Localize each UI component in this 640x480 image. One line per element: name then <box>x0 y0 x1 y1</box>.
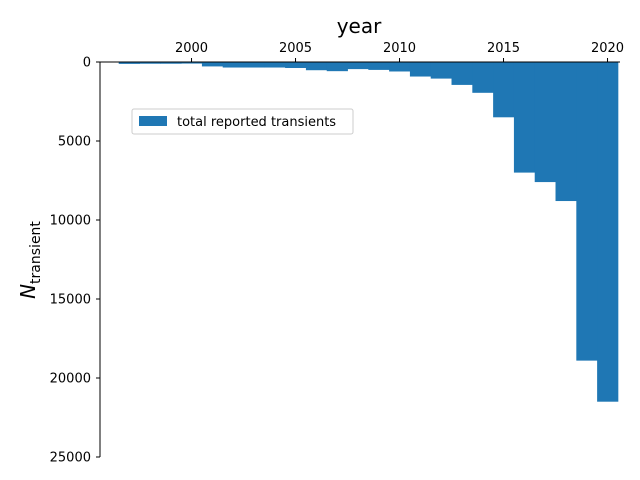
bar-2000 <box>181 62 203 64</box>
y-axis-title-sub: transient <box>28 221 44 284</box>
x-axis-title: year <box>337 14 382 38</box>
y-tick-label-25000: 25000 <box>50 451 91 466</box>
y-axis-title: Ntransient <box>16 221 44 299</box>
bar-2013 <box>451 62 473 85</box>
bar-1999 <box>160 62 182 64</box>
x-axis-ticks: 2000 2005 2010 2015 2020 <box>175 41 624 62</box>
y-tick-label-0: 0 <box>83 56 91 71</box>
bar-2004 <box>264 62 286 68</box>
y-tick-label-10000: 10000 <box>50 214 91 229</box>
bar-2012 <box>430 62 452 79</box>
y-axis-ticks: 0 5000 10000 15000 20000 25000 <box>50 56 100 466</box>
x-tick-label-2005: 2005 <box>279 41 312 56</box>
y-tick-label-5000: 5000 <box>58 135 91 150</box>
bar-2009 <box>368 62 390 70</box>
bar-2015 <box>493 62 515 118</box>
bar-2018 <box>555 62 577 202</box>
bar-2016 <box>513 62 536 173</box>
bar-1998 <box>139 62 161 64</box>
bar-2020 <box>597 62 619 402</box>
x-tick-label-2000: 2000 <box>175 41 208 56</box>
legend: total reported transients <box>131 108 354 135</box>
x-tick-label-2015: 2015 <box>487 41 520 56</box>
bar-2011 <box>409 62 432 77</box>
bar-2017 <box>534 62 556 183</box>
bar-2014 <box>472 62 494 93</box>
bar-1997 <box>118 62 140 64</box>
bar-2001 <box>201 62 224 67</box>
bar-2003 <box>243 62 265 68</box>
bar-2019 <box>576 62 598 361</box>
x-tick-label-2010: 2010 <box>383 41 416 56</box>
y-tick-label-20000: 20000 <box>50 372 91 387</box>
y-tick-label-15000: 15000 <box>50 293 91 308</box>
bar-2005 <box>285 62 307 69</box>
bar-series <box>118 62 619 402</box>
x-tick-label-2020: 2020 <box>591 41 624 56</box>
legend-label: total reported transients <box>177 115 336 130</box>
legend-frame <box>131 108 354 135</box>
bar-2010 <box>389 62 411 72</box>
bar-2007 <box>326 62 348 72</box>
y-axis-title-main: N <box>16 284 40 299</box>
bar-2008 <box>347 62 369 70</box>
bar-2006 <box>305 62 328 71</box>
bar-2002 <box>222 62 244 68</box>
legend-swatch <box>139 116 167 126</box>
